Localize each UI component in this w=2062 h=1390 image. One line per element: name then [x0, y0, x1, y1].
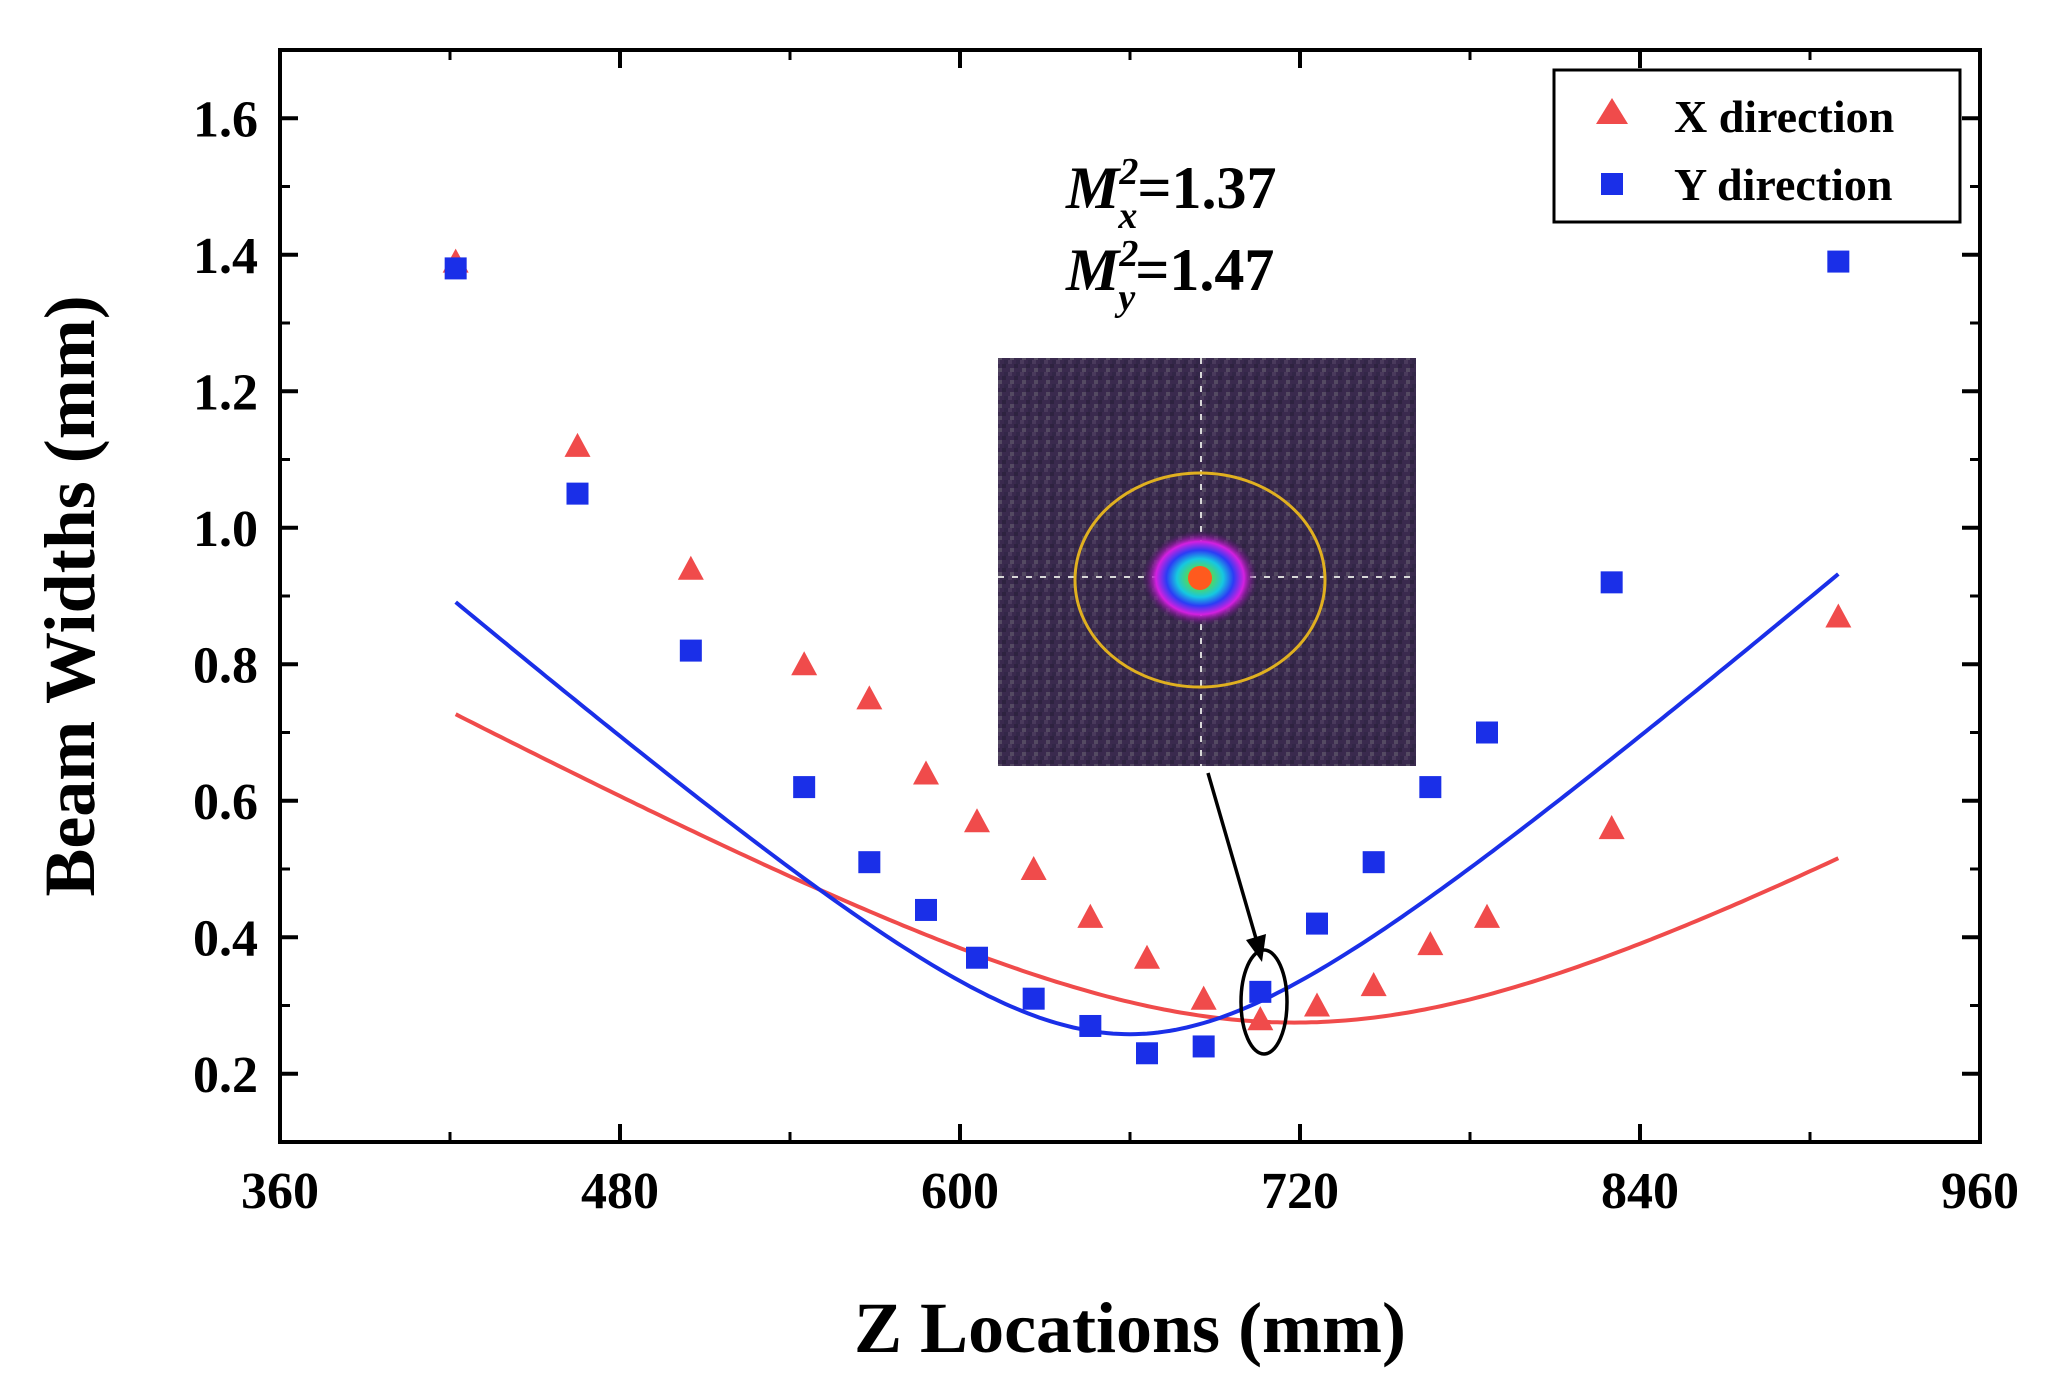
x-axis-title: Z Locations (mm)	[854, 1288, 1406, 1368]
data-point-x-direction	[1598, 815, 1625, 840]
y-axis-title: Beam Widths (mm)	[30, 295, 110, 896]
legend-box	[1552, 68, 1962, 224]
waist-highlight-ellipse	[1239, 948, 1289, 1056]
y-tick-label-0.4: 0.4	[193, 910, 258, 967]
fit-curve-y-direction	[454, 572, 1840, 1037]
x-tick-label-960: 960	[1941, 1163, 2019, 1220]
data-point-y-direction	[1362, 851, 1385, 874]
y-tick-label-0.8: 0.8	[193, 637, 258, 694]
data-point-x-direction	[913, 760, 939, 785]
data-point-y-direction	[793, 776, 816, 799]
beam-profile-inset	[998, 358, 1416, 766]
data-point-x-direction	[1417, 931, 1444, 956]
pointer-arrow	[1206, 772, 1259, 943]
x-tick-label-480: 480	[581, 1163, 659, 1220]
data-point-x-direction	[1077, 903, 1104, 928]
data-point-y-direction	[1249, 980, 1272, 1003]
data-markers	[442, 248, 1852, 1065]
data-point-y-direction	[1476, 721, 1498, 744]
data-point-x-direction	[856, 685, 883, 710]
legend-marker-y-direction	[1601, 173, 1623, 195]
data-point-x-direction	[791, 651, 818, 676]
x-tick-label-840: 840	[1601, 1163, 1679, 1220]
legend-label-y-direction: Y direction	[1674, 159, 1892, 210]
data-point-y-direction	[1306, 912, 1328, 935]
fit-curves	[454, 572, 1840, 1037]
data-point-x-direction	[1360, 972, 1387, 997]
data-point-x-direction	[677, 555, 704, 580]
y-tick-label-0.2: 0.2	[193, 1047, 258, 1104]
y-tick-label-0.6: 0.6	[193, 774, 258, 831]
data-point-y-direction	[566, 482, 589, 505]
legend-marker-x-direction	[1596, 98, 1628, 124]
fit-curve-x-direction	[454, 712, 1840, 1025]
data-point-y-direction	[444, 257, 467, 280]
data-point-y-direction	[1022, 987, 1045, 1010]
x-tick-label-360: 360	[241, 1163, 319, 1220]
data-point-y-direction	[1419, 776, 1442, 799]
data-point-y-direction	[1827, 250, 1850, 273]
data-point-y-direction	[1600, 571, 1623, 594]
data-point-y-direction	[966, 946, 988, 969]
legend-label-x-direction: X direction	[1674, 91, 1894, 142]
m2y-annotation: M2 y=1.47	[1065, 233, 1274, 319]
data-point-x-direction	[1474, 903, 1500, 928]
data-point-y-direction	[1192, 1035, 1215, 1058]
legend: X direction Y direction	[1552, 68, 1962, 224]
pointer-arrow-head	[1246, 934, 1266, 962]
x-tick-label-720: 720	[1261, 1163, 1339, 1220]
m2x-annotation: M2 x=1.37	[1065, 151, 1277, 237]
x-tick-label-600: 600	[921, 1163, 999, 1220]
data-point-x-direction	[564, 432, 591, 457]
data-point-x-direction	[1134, 944, 1160, 969]
y-tick-label-1.2: 1.2	[193, 364, 258, 421]
data-point-x-direction	[1825, 603, 1852, 628]
data-point-y-direction	[915, 898, 937, 921]
inset-aperture-circle	[1073, 471, 1327, 689]
data-point-y-direction	[858, 851, 881, 874]
data-point-x-direction	[1247, 1006, 1274, 1031]
y-tick-label-1.6: 1.6	[193, 91, 258, 148]
inset-beam-core	[1188, 566, 1212, 590]
data-point-x-direction	[1190, 985, 1217, 1010]
y-tick-label-1.4: 1.4	[193, 228, 258, 285]
data-point-x-direction	[964, 808, 990, 833]
data-point-x-direction	[1304, 992, 1330, 1017]
axes-group: 360 480 600 720 840 960 0.2 0.4 0.6 0.8 1.0 1.2 1.4 1…	[193, 48, 2019, 1220]
y-tick-label-1: 1.0	[193, 501, 258, 558]
data-point-y-direction	[679, 639, 702, 662]
data-point-y-direction	[1136, 1042, 1158, 1065]
data-point-y-direction	[1079, 1014, 1102, 1037]
data-point-x-direction	[1020, 856, 1047, 881]
